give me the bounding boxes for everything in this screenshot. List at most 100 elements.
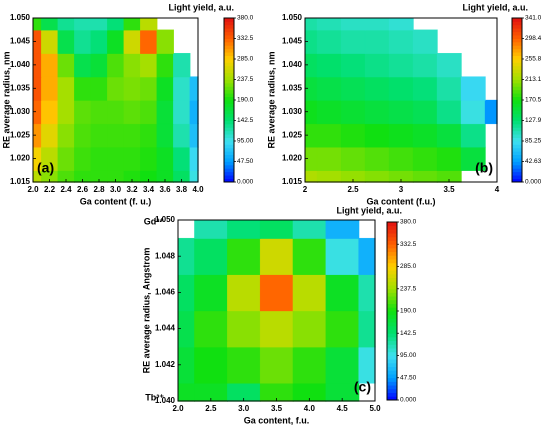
x-tick-label: 4.0 — [304, 404, 316, 413]
colorbar-band — [387, 259, 397, 264]
colorbar-band — [512, 21, 522, 26]
contour-cell — [90, 146, 108, 171]
contour-cell — [292, 274, 327, 312]
contour-cell — [140, 76, 158, 101]
colorbar-band — [224, 31, 234, 36]
colorbar-band — [387, 314, 397, 319]
colorbar-band — [387, 355, 397, 360]
panel-label: (a) — [37, 160, 54, 176]
colorbar-band — [224, 106, 234, 111]
colorbar-band — [224, 130, 234, 135]
y-tick-label: 1.030 — [10, 107, 31, 116]
contour-cell — [173, 99, 191, 125]
colorbar-band — [224, 103, 234, 108]
contour-cell — [364, 17, 390, 31]
contour-cell — [412, 170, 438, 183]
x-tick-label: 4 — [495, 185, 500, 194]
contour-cell — [194, 219, 228, 239]
contour-cell — [194, 346, 228, 384]
contour-cell — [316, 123, 342, 148]
panel-label: (c) — [354, 379, 371, 395]
colorbar-band — [224, 86, 234, 91]
colorbar-band — [224, 55, 234, 60]
contour-cell — [412, 146, 438, 171]
colorbar-tick-label: 285.0 — [400, 263, 417, 270]
colorbar-band — [512, 137, 522, 142]
contour-cell — [259, 274, 294, 312]
x-tick-label: 2.0 — [172, 404, 184, 413]
contour-cell — [388, 17, 414, 31]
colorbar-band — [512, 164, 522, 169]
colorbar-band — [224, 62, 234, 67]
x-tick-label: 2.5 — [205, 404, 217, 413]
colorbar-band — [224, 96, 234, 101]
contour-cell — [123, 52, 141, 78]
colorbar-band — [387, 362, 397, 368]
colorbar-band — [512, 31, 522, 36]
contour-cell — [436, 76, 462, 101]
colorbar-band — [387, 392, 397, 397]
contour-cell — [325, 346, 360, 384]
contour-cell — [107, 146, 125, 171]
contour-cell — [436, 123, 462, 148]
colorbar-band — [224, 137, 234, 142]
contour-cell — [227, 219, 261, 239]
contour-cell — [259, 219, 294, 239]
contour-cell — [325, 219, 360, 239]
panel-label: (b) — [475, 160, 493, 176]
contour-cell — [74, 52, 92, 78]
contour-cell — [57, 52, 75, 78]
contour-cell — [316, 29, 342, 54]
contour-cell — [140, 52, 158, 78]
x-tick-label: 2.2 — [44, 185, 56, 194]
colorbar-band — [387, 240, 397, 245]
colorbar-band — [387, 385, 397, 390]
contour-cell — [189, 76, 199, 101]
colorbar-tick-label: 0.000 — [525, 179, 542, 186]
colorbar-band — [512, 161, 522, 166]
contour-cell — [292, 219, 327, 239]
y-tick-label: 1.045 — [282, 37, 303, 46]
x-tick-label: 2 — [303, 185, 308, 194]
x-tick-label: 3.5 — [271, 404, 283, 413]
contour-cell — [189, 170, 199, 183]
colorbar-band — [387, 273, 397, 279]
colorbar-band — [387, 244, 397, 249]
contour-cell — [74, 76, 92, 101]
colorbar-band — [224, 144, 234, 149]
colorbar-band — [224, 35, 234, 39]
contour-cell — [156, 146, 174, 171]
contour-cell — [227, 310, 261, 348]
contour-cell — [107, 29, 125, 54]
contour-cell — [90, 17, 108, 31]
colorbar-band — [512, 65, 522, 70]
colorbar-band — [512, 41, 522, 46]
contour-cell — [57, 76, 75, 101]
title: Light yield, a.u. — [336, 205, 402, 215]
colorbar-band — [387, 307, 397, 312]
colorbar-tick-label: 190.0 — [400, 308, 417, 315]
y-tick-label: 1.025 — [282, 130, 303, 139]
colorbar-band — [387, 292, 397, 297]
contour-cell — [388, 99, 414, 125]
colorbar-band — [387, 225, 397, 230]
colorbar-band — [387, 303, 397, 308]
colorbar-band — [512, 35, 522, 39]
contour-cell — [316, 146, 342, 171]
contour-cell — [123, 146, 141, 171]
colorbar-band — [224, 69, 234, 74]
colorbar-band — [224, 72, 234, 77]
colorbar-band — [387, 255, 397, 260]
colorbar-band — [387, 344, 397, 349]
colorbar-band — [512, 55, 522, 60]
contour-cell — [156, 29, 174, 54]
contour-cell — [140, 17, 158, 31]
x-tick-label: 2.5 — [347, 185, 359, 194]
colorbar-band — [387, 247, 397, 253]
colorbar-band — [387, 388, 397, 393]
colorbar-band — [224, 110, 234, 115]
colorbar-tick-label: 332.5 — [237, 35, 254, 42]
y-tick-label: 1.020 — [282, 154, 303, 163]
contour-cell — [358, 237, 376, 275]
y-tick-label: 1.040 — [155, 396, 176, 405]
